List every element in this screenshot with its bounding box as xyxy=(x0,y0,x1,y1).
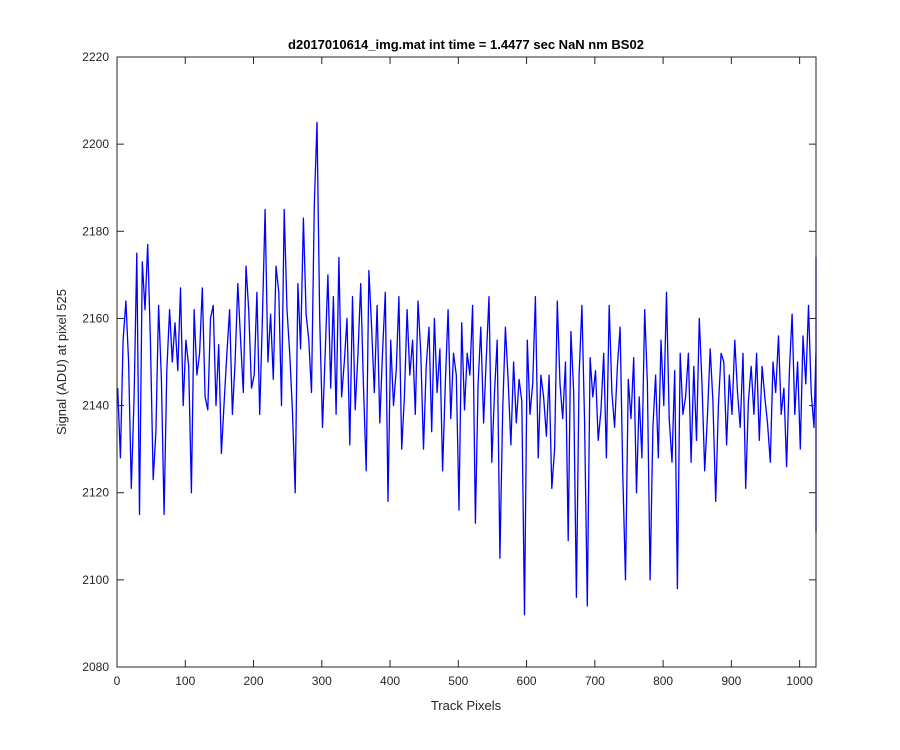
ticks-layer: 0 100 200 300 400 500 600 700 800 900 1000 2080 2100… xyxy=(82,50,816,688)
y-tick-label: 2220 xyxy=(82,50,109,64)
x-tick-label: 700 xyxy=(585,674,605,688)
x-tick-label: 500 xyxy=(448,674,468,688)
series-layer xyxy=(117,121,817,616)
y-axis-label: Signal (ADU) at pixel 525 xyxy=(54,289,69,435)
y-tick-label: 2200 xyxy=(82,137,109,151)
x-tick-label: 200 xyxy=(244,674,264,688)
series-line-signal xyxy=(117,121,817,616)
x-tick-label: 900 xyxy=(721,674,741,688)
y-tick-label: 2080 xyxy=(82,660,109,674)
x-tick-label: 400 xyxy=(380,674,400,688)
x-tick-label: 800 xyxy=(653,674,673,688)
y-tick-label: 2100 xyxy=(82,573,109,587)
y-tick-label: 2120 xyxy=(82,486,109,500)
x-axis-label: Track Pixels xyxy=(431,698,502,713)
chart-title: d2017010614_img.mat int time = 1.4477 se… xyxy=(288,37,644,52)
axes-box xyxy=(116,56,817,668)
x-tick-label: 600 xyxy=(517,674,537,688)
y-tick-label: 2160 xyxy=(82,311,109,325)
y-tick-label: 2180 xyxy=(82,224,109,238)
y-tick-label: 2140 xyxy=(82,399,109,413)
x-tick-label: 1000 xyxy=(786,674,813,688)
x-tick-label: 0 xyxy=(114,674,121,688)
x-tick-label: 100 xyxy=(175,674,195,688)
x-tick-label: 300 xyxy=(312,674,332,688)
